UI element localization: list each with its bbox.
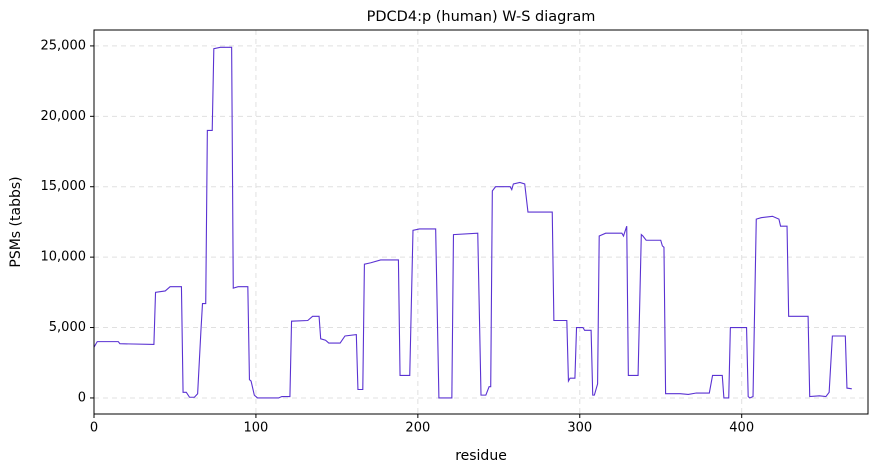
x-tick-label: 100 (244, 421, 269, 436)
y-tick-label: 5,000 (49, 320, 86, 335)
data-line (93, 46, 852, 399)
x-tick-label: 300 (567, 421, 592, 436)
x-tick-label: 0 (90, 421, 98, 436)
y-tick-label: 20,000 (41, 109, 87, 124)
y-tick-label: 15,000 (41, 179, 87, 194)
y-tick-label: 25,000 (41, 38, 87, 53)
x-tick-label: 400 (729, 421, 754, 436)
y-axis-label: PSMs (tabbs) (8, 176, 24, 267)
x-tick-label: 200 (405, 421, 430, 436)
y-tick-label: 0 (78, 390, 86, 405)
x-axis-label: residue (455, 448, 507, 464)
y-tick-label: 10,000 (41, 250, 87, 265)
plot-frame (93, 29, 869, 415)
chart-title: PDCD4:p (human) W-S diagram (367, 9, 596, 25)
